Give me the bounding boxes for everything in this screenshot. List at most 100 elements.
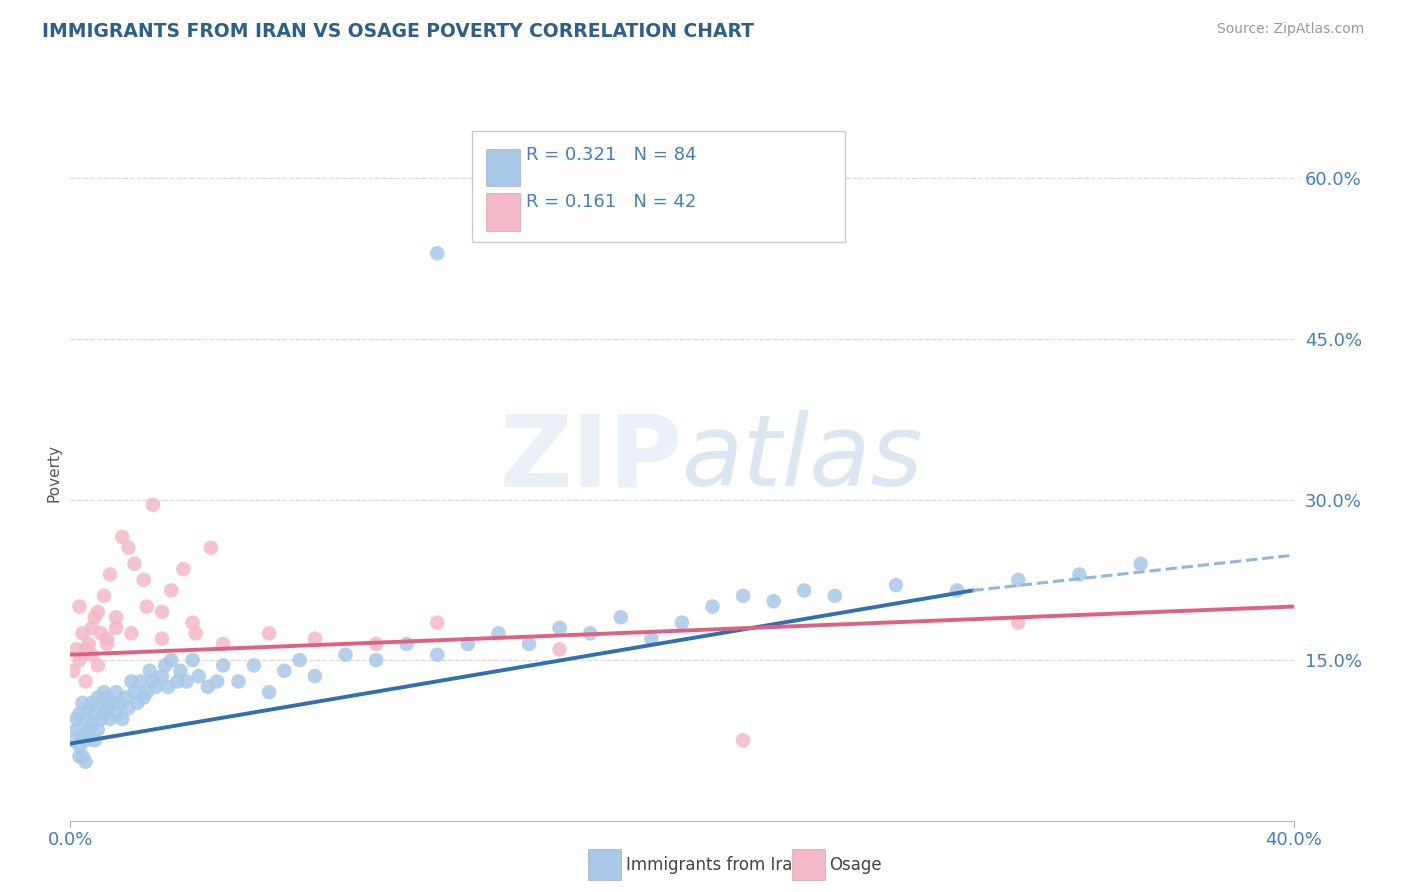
Point: [304, 632, 326, 646]
Point: [457, 637, 479, 651]
Point: [80, 621, 103, 635]
Point: [96, 637, 118, 651]
Text: ZIP: ZIP: [499, 410, 682, 508]
Point: [111, 712, 134, 726]
Point: [142, 498, 165, 512]
Point: [96, 632, 118, 646]
Point: [98, 712, 121, 726]
Point: [77, 723, 100, 737]
Point: [96, 690, 118, 705]
Point: [200, 541, 222, 555]
Point: [105, 685, 128, 699]
Point: [69, 739, 91, 753]
Point: [132, 690, 155, 705]
Point: [72, 696, 94, 710]
Y-axis label: Poverty: Poverty: [46, 443, 62, 502]
Point: [87, 605, 110, 619]
Text: R = 0.321   N = 84: R = 0.321 N = 84: [526, 146, 696, 164]
Point: [80, 717, 103, 731]
Point: [184, 626, 207, 640]
Point: [610, 610, 633, 624]
Point: [77, 701, 100, 715]
Point: [488, 626, 510, 640]
Point: [426, 246, 449, 260]
Point: [426, 615, 449, 630]
Point: [150, 632, 173, 646]
Point: [1129, 557, 1152, 571]
Point: [121, 674, 143, 689]
Text: Immigrants from Iran: Immigrants from Iran: [626, 856, 803, 874]
Point: [157, 680, 180, 694]
Point: [129, 674, 152, 689]
Point: [304, 669, 326, 683]
Point: [93, 706, 115, 721]
Point: [114, 690, 136, 705]
Point: [75, 712, 97, 726]
Point: [105, 621, 128, 635]
Point: [87, 723, 110, 737]
Point: [111, 530, 134, 544]
Point: [366, 653, 388, 667]
Point: [793, 583, 815, 598]
Point: [181, 615, 204, 630]
Point: [548, 621, 571, 635]
Point: [273, 664, 295, 678]
Point: [83, 733, 105, 747]
Point: [145, 680, 167, 694]
Point: [124, 685, 146, 699]
Point: [105, 610, 128, 624]
Text: Osage: Osage: [830, 856, 882, 874]
Text: R = 0.161   N = 42: R = 0.161 N = 42: [526, 194, 696, 211]
Point: [93, 685, 115, 699]
Point: [93, 589, 115, 603]
Point: [197, 680, 219, 694]
Point: [150, 669, 173, 683]
Point: [824, 589, 846, 603]
Point: [105, 706, 128, 721]
Point: [288, 653, 311, 667]
Point: [121, 626, 143, 640]
Point: [1069, 567, 1091, 582]
Point: [108, 696, 131, 710]
Point: [150, 605, 173, 619]
Point: [72, 728, 94, 742]
Point: [160, 583, 183, 598]
Point: [75, 755, 97, 769]
Point: [117, 541, 139, 555]
Point: [257, 685, 280, 699]
Point: [62, 664, 84, 678]
Point: [946, 583, 969, 598]
Point: [702, 599, 724, 614]
Point: [90, 696, 112, 710]
Point: [257, 626, 280, 640]
Point: [65, 642, 87, 657]
Point: [884, 578, 907, 592]
Point: [1007, 615, 1029, 630]
Point: [142, 674, 165, 689]
Point: [101, 696, 124, 710]
Point: [80, 648, 103, 662]
Point: [187, 669, 209, 683]
Point: [80, 696, 103, 710]
Point: [139, 664, 162, 678]
Point: [65, 712, 87, 726]
Point: [640, 632, 662, 646]
Point: [671, 615, 693, 630]
Point: [169, 664, 191, 678]
Point: [212, 658, 235, 673]
Point: [96, 701, 118, 715]
Point: [90, 712, 112, 726]
Point: [132, 573, 155, 587]
Point: [243, 658, 266, 673]
Point: [69, 706, 91, 721]
Point: [87, 658, 110, 673]
Point: [72, 749, 94, 764]
Point: [87, 690, 110, 705]
Point: [90, 626, 112, 640]
Text: IMMIGRANTS FROM IRAN VS OSAGE POVERTY CORRELATION CHART: IMMIGRANTS FROM IRAN VS OSAGE POVERTY CO…: [42, 22, 754, 41]
Point: [762, 594, 785, 608]
Point: [205, 674, 228, 689]
Point: [62, 733, 84, 747]
Point: [335, 648, 357, 662]
Point: [395, 637, 418, 651]
